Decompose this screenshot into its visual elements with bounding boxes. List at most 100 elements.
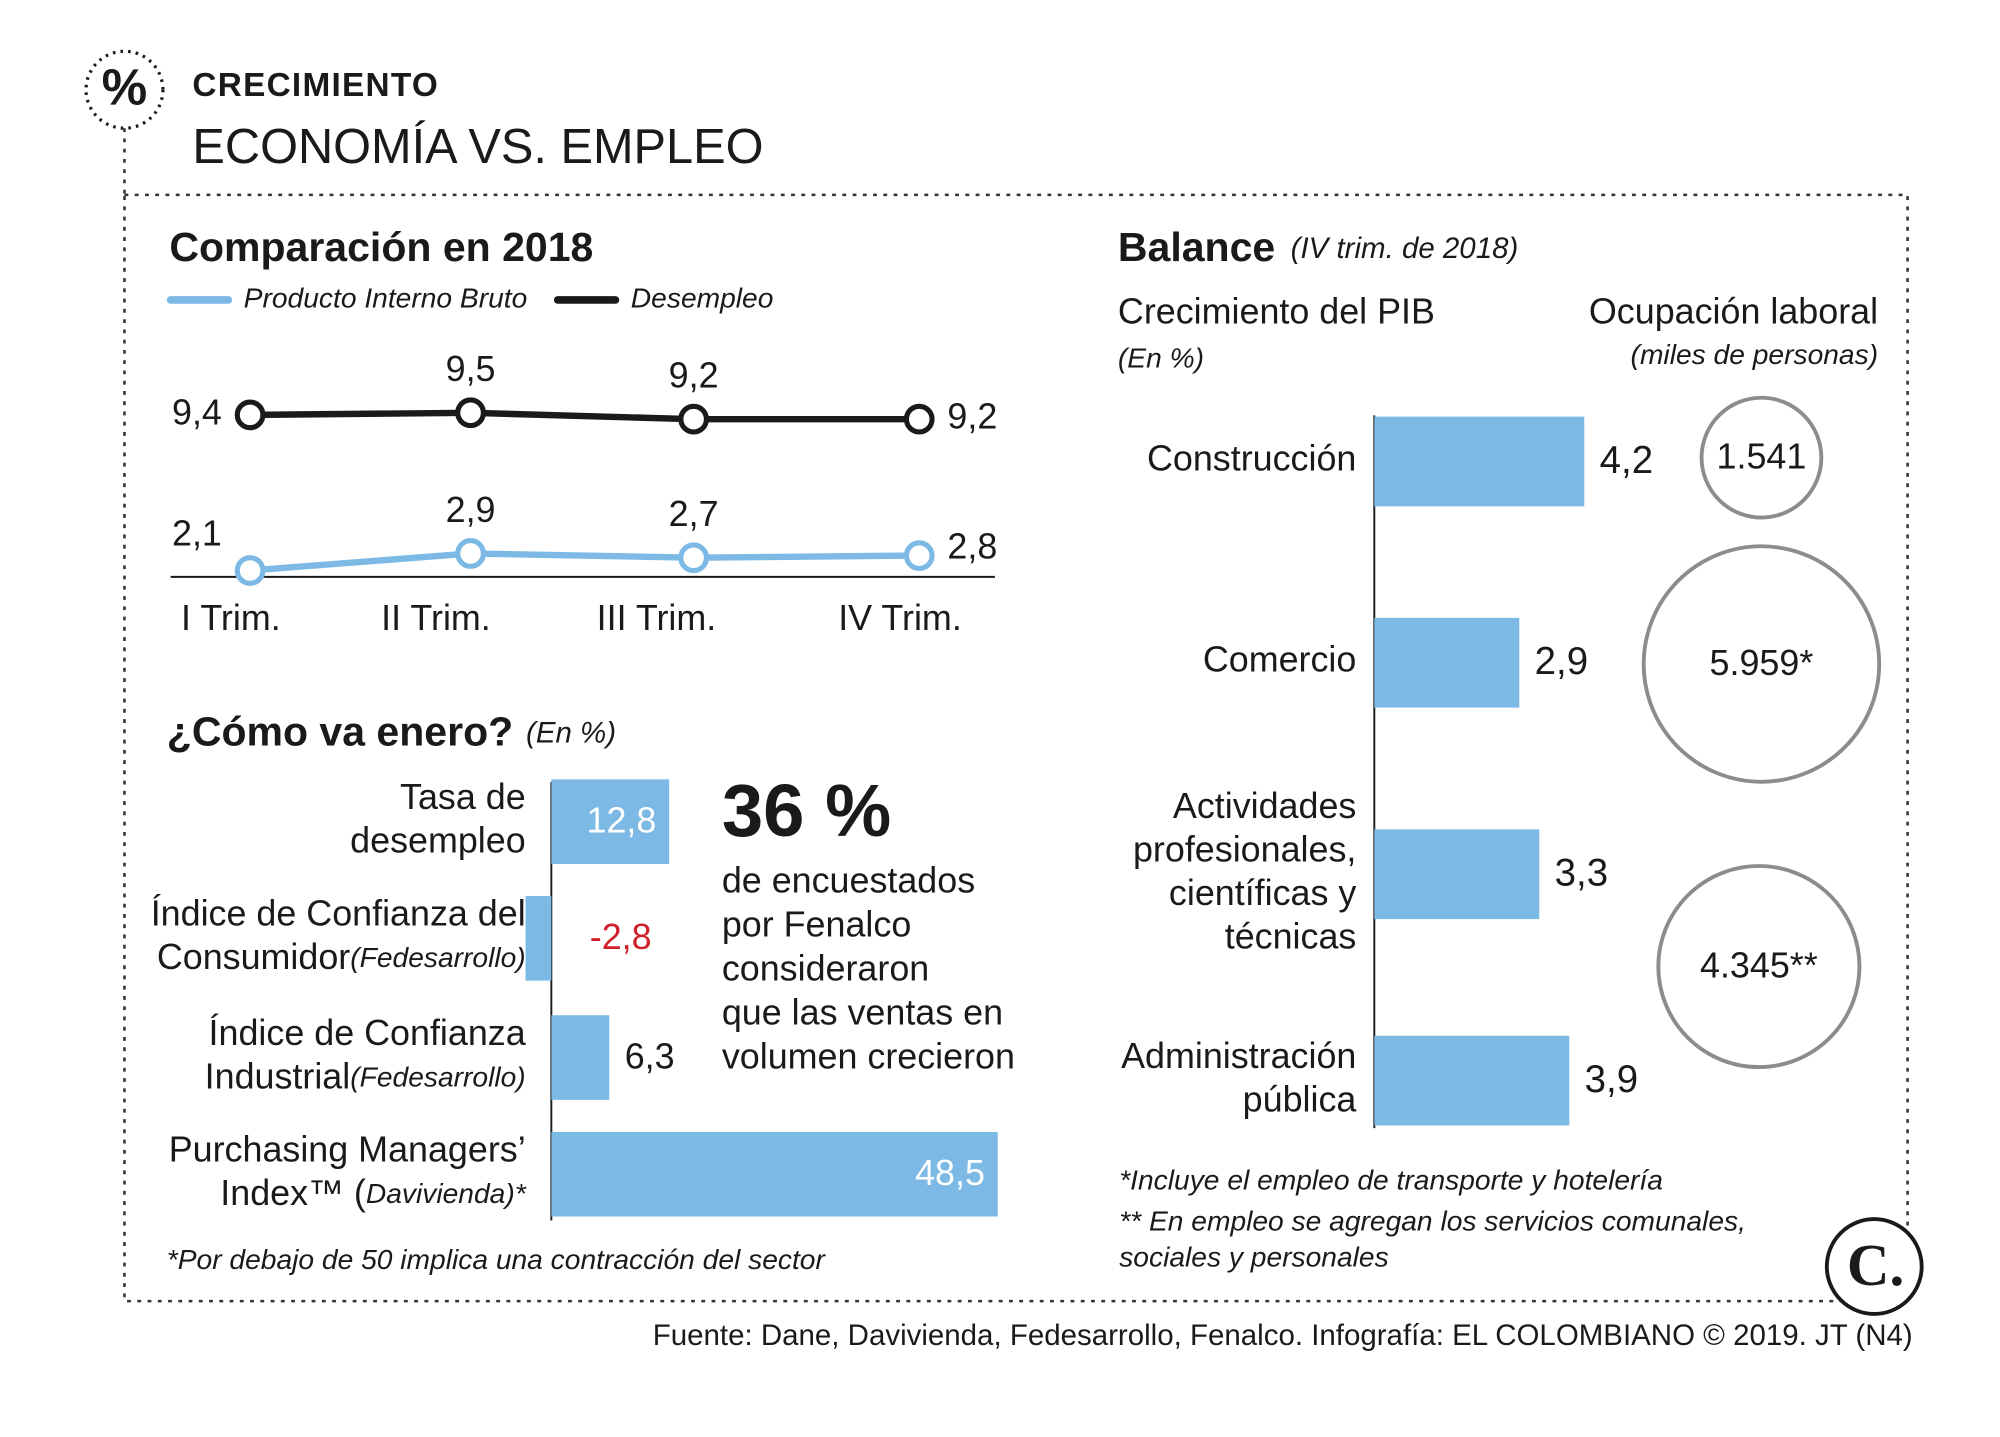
data-label: 2,9 xyxy=(446,490,496,530)
footnote: sociales y personales xyxy=(1119,1240,1389,1272)
point xyxy=(903,540,935,571)
category-label: Purchasing Managers’ xyxy=(169,1130,526,1170)
callout-text: volumen crecieron xyxy=(722,1037,1015,1077)
data-label: 9,2 xyxy=(669,356,719,396)
category-line: Actividades xyxy=(1173,786,1356,826)
category-line: técnicas xyxy=(1225,917,1357,957)
bubble-label: 5.959* xyxy=(1710,643,1814,683)
callout-text: que las ventas en xyxy=(722,993,1003,1033)
category-line: Construcción xyxy=(1147,439,1356,479)
x-tick-label: I Trim. xyxy=(181,598,281,638)
category-note: (Fedesarrollo) xyxy=(350,942,525,974)
legend-label: Desempleo xyxy=(631,281,774,313)
bar xyxy=(551,1015,610,1100)
category-label: Industrial(Fedesarrollo) xyxy=(205,1057,526,1097)
chart-title-main: Comparación en 2018 xyxy=(169,224,593,270)
data-label: 9,5 xyxy=(446,349,496,389)
data-label: 9,4 xyxy=(172,392,222,432)
callout-value: 36 % xyxy=(722,769,891,852)
category-label: Construcción xyxy=(1147,439,1356,479)
callout-text: consideraron xyxy=(722,949,929,989)
data-label: 3,3 xyxy=(1555,852,1608,895)
category-label: desempleo xyxy=(350,821,526,861)
bar xyxy=(1374,617,1520,708)
bubble xyxy=(1699,395,1824,520)
bar xyxy=(1374,829,1540,920)
category-line: Índice de Confianza del xyxy=(151,894,526,934)
icon-ring xyxy=(84,49,165,130)
callout-text: de encuestados xyxy=(722,861,975,901)
chart-note: *Por debajo de 50 implica una contracció… xyxy=(167,1243,827,1275)
bubble-label: 4.345** xyxy=(1700,945,1818,985)
category-line: Índice de Confianza xyxy=(209,1013,526,1053)
bar xyxy=(551,1131,998,1217)
chart-subtitle: (IV trim. de 2018) xyxy=(1291,232,1519,265)
point xyxy=(234,399,266,431)
axis-note: (En %) xyxy=(1118,342,1204,374)
point xyxy=(678,403,710,435)
bar xyxy=(1374,416,1585,507)
data-label: 48,5 xyxy=(915,1153,985,1193)
point xyxy=(678,542,710,574)
category-label: Index™ (Davivienda)* xyxy=(220,1173,526,1213)
bar xyxy=(1374,1035,1570,1126)
chart-title-main: ¿Cómo va enero? xyxy=(167,708,513,754)
x-tick-label: IV Trim. xyxy=(838,598,962,638)
category-line: Tasa de xyxy=(400,777,526,817)
data-label: 2,1 xyxy=(172,513,222,553)
chart-subtitle: (En %) xyxy=(526,716,616,749)
title: ECONOMÍA VS. EMPLEO xyxy=(192,120,763,174)
category-note: (Fedesarrollo) xyxy=(350,1061,525,1093)
category-label: Actividades xyxy=(1173,786,1356,826)
data-label: 4,2 xyxy=(1600,439,1653,482)
icon: % xyxy=(102,59,148,116)
kicker: CRECIMIENTO xyxy=(192,67,439,104)
point xyxy=(903,403,935,435)
category-label: Índice de Confianza xyxy=(209,1013,526,1053)
bar xyxy=(551,779,670,864)
data-label: 12,8 xyxy=(587,800,657,840)
series-line xyxy=(249,550,920,574)
category-label: Administración xyxy=(1121,1036,1356,1076)
category-label: Comercio xyxy=(1203,640,1357,680)
footnote: ** En empleo se agregan los servicios co… xyxy=(1119,1204,1746,1236)
x-tick-label: III Trim. xyxy=(597,598,717,638)
logo: C. xyxy=(1847,1232,1904,1298)
footnote: *Incluye el empleo de transporte y hotel… xyxy=(1119,1163,1663,1195)
category-label: Tasa de xyxy=(400,777,526,817)
category-line: Administración xyxy=(1121,1036,1356,1076)
bar xyxy=(525,896,552,981)
chart-subtitle: (miles de personas) xyxy=(1631,338,1879,370)
category-line: desempleo xyxy=(350,821,526,861)
category-line: profesionales, xyxy=(1133,830,1356,870)
chart-title: Balance (IV trim. de 2018) xyxy=(1118,224,1518,270)
chart-title-main: Balance xyxy=(1118,224,1275,270)
category-label: pública xyxy=(1243,1080,1357,1120)
category-label: profesionales, xyxy=(1133,830,1356,870)
data-label: 2,7 xyxy=(669,494,719,534)
category-label: científicas y xyxy=(1169,874,1356,914)
category-label: técnicas xyxy=(1225,917,1357,957)
data-label: 6,3 xyxy=(625,1036,675,1076)
source: Fuente: Dane, Davivienda, Fedesarrollo, … xyxy=(653,1319,1913,1352)
category-label: Índice de Confianza del xyxy=(151,894,526,934)
category-line: Consumidor xyxy=(157,938,350,978)
data-label: -2,8 xyxy=(590,917,652,957)
bubble xyxy=(1641,544,1882,784)
chart-title: ¿Cómo va enero? (En %) xyxy=(167,708,616,754)
axis-title: Crecimiento del PIB xyxy=(1118,292,1435,332)
chart-title: Ocupación laboral xyxy=(1589,292,1878,332)
data-label: 3,9 xyxy=(1585,1058,1638,1101)
chart-title: Comparación en 2018 xyxy=(169,224,593,270)
series-line xyxy=(250,409,920,423)
category-label: Consumidor(Fedesarrollo) xyxy=(157,938,526,978)
category-line: Purchasing Managers’ xyxy=(169,1130,526,1170)
callout-text: por Fenalco xyxy=(722,905,911,945)
data-label: 2,9 xyxy=(1535,640,1588,683)
category-line: científicas y xyxy=(1169,874,1356,914)
category-line: pública xyxy=(1243,1080,1357,1120)
category-line: Comercio xyxy=(1203,640,1357,680)
category-line: Index™ ( xyxy=(220,1173,366,1213)
